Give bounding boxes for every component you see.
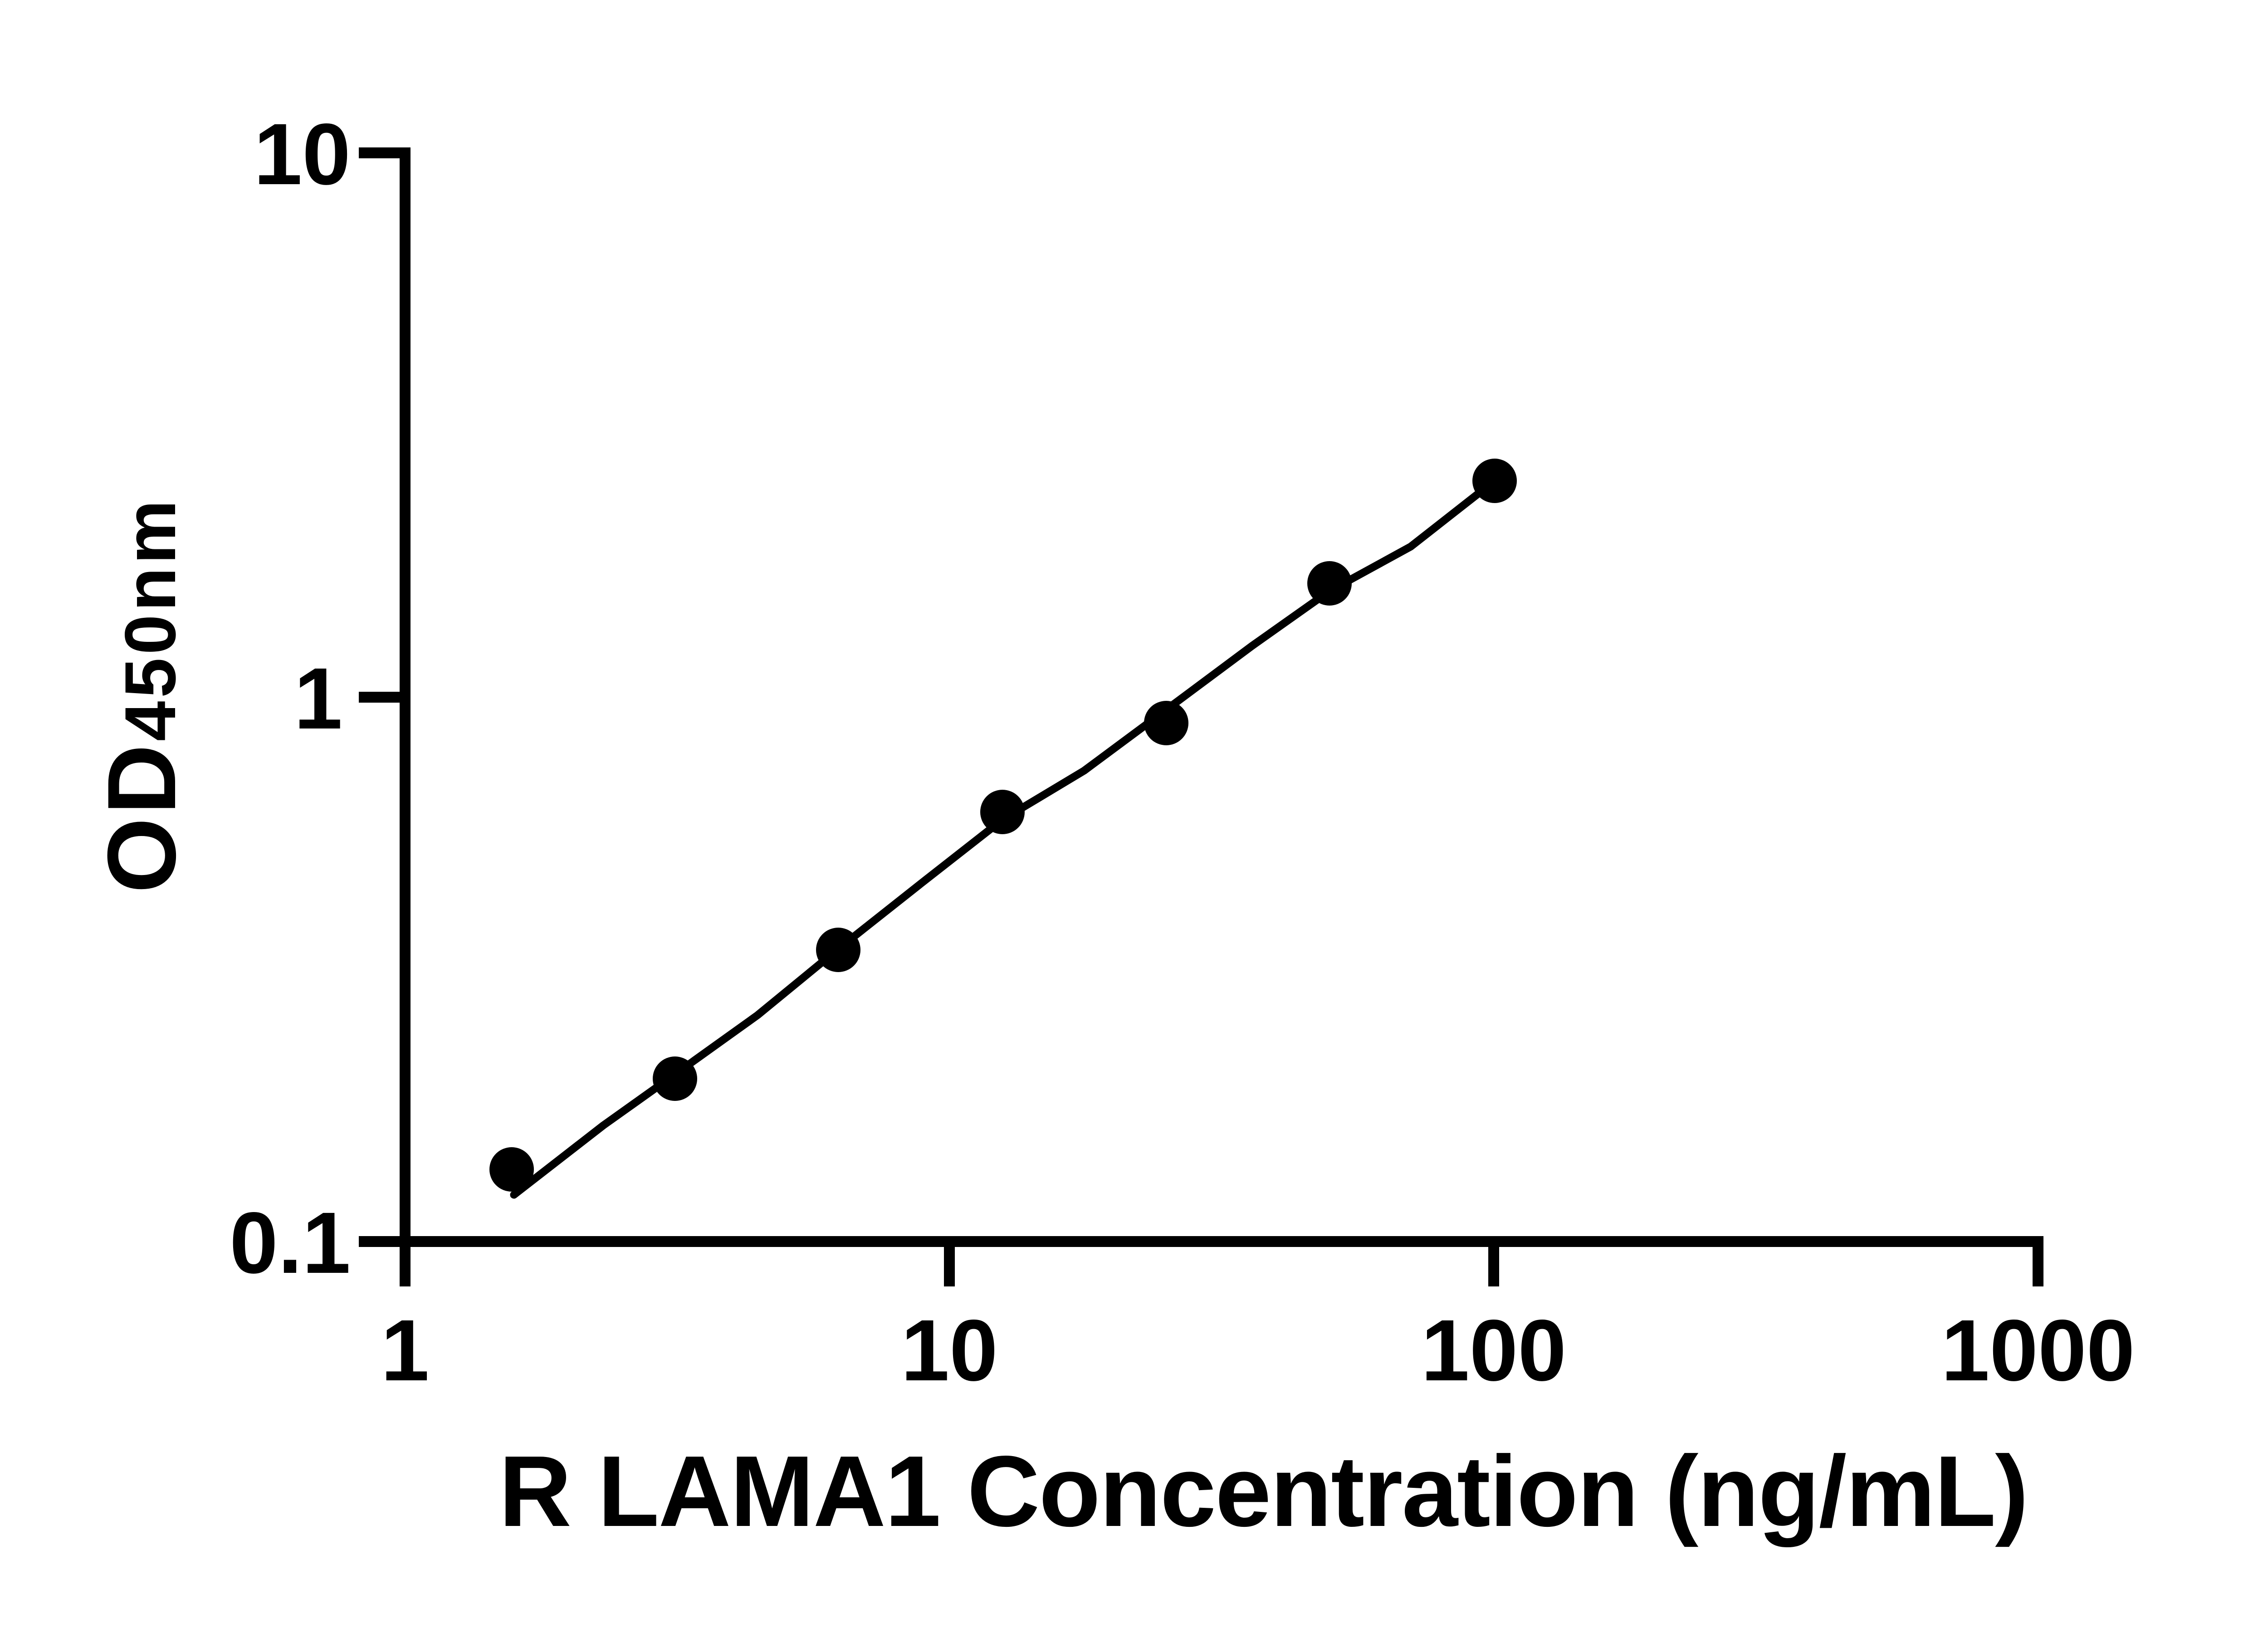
svg-text:0.1: 0.1: [230, 1194, 351, 1291]
svg-text:100: 100: [1421, 1301, 1566, 1399]
svg-text:1: 1: [381, 1301, 430, 1399]
svg-text:10: 10: [901, 1301, 998, 1399]
svg-text:1: 1: [294, 650, 342, 747]
svg-text:10: 10: [254, 105, 351, 203]
svg-text:1000: 1000: [1941, 1301, 2135, 1399]
svg-text:R LAMA1 Concentration (ng/mL): R LAMA1 Concentration (ng/mL): [499, 1435, 2028, 1548]
